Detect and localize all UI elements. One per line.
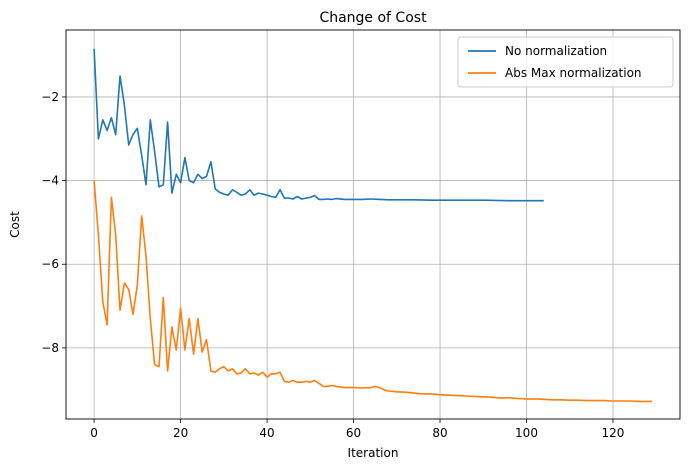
legend: No normalization Abs Max normalization [457, 36, 674, 88]
chart-title: Change of Cost [319, 10, 427, 26]
x-tick-label: 60 [346, 426, 361, 440]
x-tick-label: 100 [515, 426, 538, 440]
x-tick-label: 120 [602, 426, 625, 440]
x-tick-label: 20 [173, 426, 188, 440]
y-tick-label: −4 [41, 174, 59, 188]
y-tick-label: −8 [41, 341, 59, 355]
legend-label-1: Abs Max normalization [505, 66, 642, 80]
y-tick-label: −2 [41, 90, 59, 104]
series-line-1 [93, 180, 652, 403]
y-axis-ticks: −8 −6 −4 −2 [41, 90, 66, 355]
y-axis-title: Cost [8, 211, 22, 238]
plot-frame [65, 29, 681, 420]
series-lines [93, 48, 652, 403]
x-tick-label: 40 [259, 426, 274, 440]
y-tick-label: −6 [41, 257, 59, 271]
legend-box [457, 36, 674, 88]
x-tick-label: 0 [90, 426, 98, 440]
x-tick-label: 80 [432, 426, 447, 440]
series-line-0 [93, 48, 544, 202]
x-axis-ticks: 0 20 40 60 80 100 120 [90, 419, 624, 440]
legend-label-0: No normalization [505, 44, 607, 58]
grid [66, 30, 680, 419]
x-axis-title: Iteration [348, 446, 399, 460]
